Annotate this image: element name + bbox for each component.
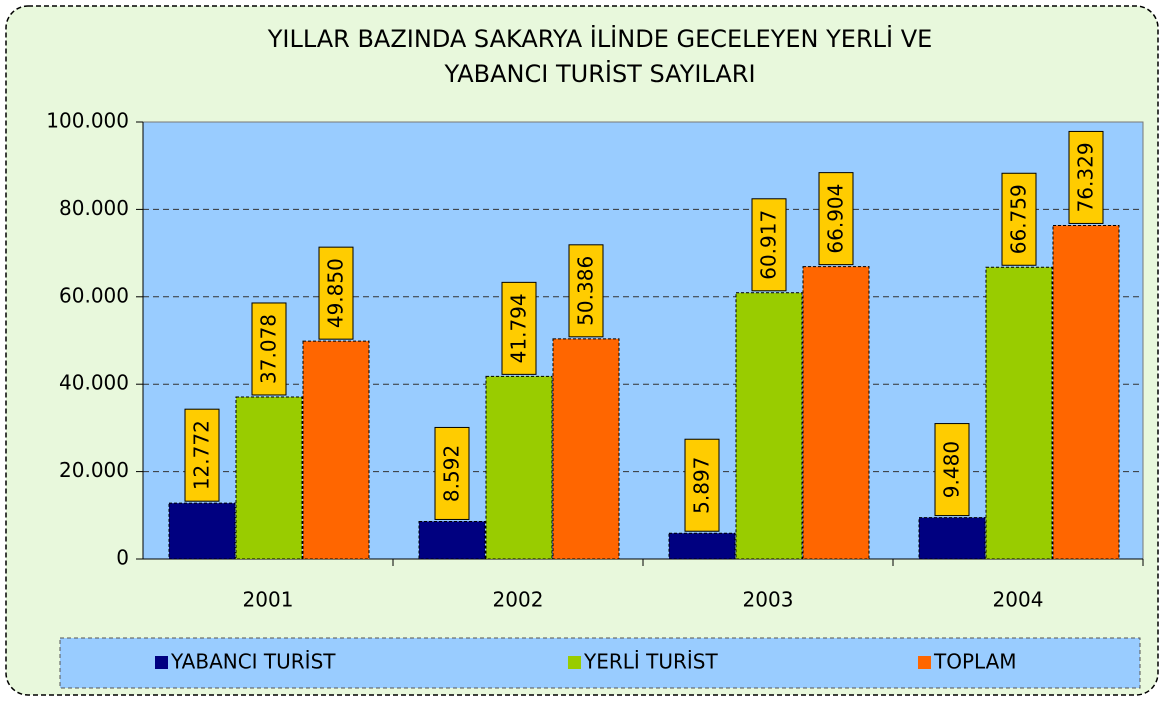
data-label: 49.850 — [324, 258, 348, 328]
y-tick-label: 100.000 — [46, 109, 129, 133]
data-label-box — [1001, 172, 1037, 266]
legend-label: TOPLAM — [933, 650, 1017, 674]
bar — [235, 396, 303, 560]
data-label: 60.917 — [757, 210, 781, 280]
data-label-box — [1068, 130, 1104, 224]
data-label-box — [568, 244, 604, 338]
y-tick-label: 80.000 — [59, 196, 129, 220]
bar — [802, 266, 870, 560]
data-label-box — [684, 438, 720, 532]
data-label-box — [934, 423, 970, 517]
data-label-box — [751, 198, 787, 292]
legend-swatch — [568, 656, 581, 669]
y-tick-label: 60.000 — [59, 283, 129, 307]
data-label-box — [434, 426, 470, 520]
bar — [668, 532, 736, 560]
data-label: 9.480 — [940, 441, 964, 498]
x-tick-label: 2004 — [993, 588, 1044, 612]
bar — [485, 375, 553, 560]
data-label: 8.592 — [440, 445, 464, 502]
bar — [918, 517, 986, 560]
legend-label: YERLİ TURİST — [583, 650, 718, 674]
legend-swatch — [918, 656, 931, 669]
data-label: 66.904 — [824, 184, 848, 254]
x-tick-label: 2001 — [243, 588, 294, 612]
bar — [1052, 224, 1120, 560]
y-tick-label: 40.000 — [59, 371, 129, 395]
data-label-box — [184, 408, 220, 502]
chart-title: YILLAR BAZINDA SAKARYA İLİNDE GECELEYEN … — [267, 24, 933, 53]
chart-title: YABANCI TURİST SAYILARI — [443, 59, 755, 88]
legend — [59, 637, 1141, 689]
data-label: 50.386 — [574, 256, 598, 326]
bar — [552, 338, 620, 560]
data-label-box — [501, 281, 537, 375]
data-label: 76.329 — [1074, 142, 1098, 212]
y-tick-label: 0 — [116, 546, 129, 570]
legend-swatch — [155, 656, 168, 669]
y-tick-label: 20.000 — [59, 458, 129, 482]
data-label: 12.772 — [190, 420, 214, 490]
data-label: 37.078 — [257, 314, 281, 384]
x-tick-label: 2002 — [493, 588, 544, 612]
bar — [302, 340, 370, 560]
bar — [985, 266, 1053, 560]
data-label: 5.897 — [690, 457, 714, 514]
data-label-box — [818, 172, 854, 266]
bar — [168, 502, 236, 560]
bar — [735, 292, 803, 560]
data-label-box — [251, 302, 287, 396]
x-tick-label: 2003 — [743, 588, 794, 612]
legend-label: YABANCI TURİST — [170, 650, 336, 674]
data-label: 41.794 — [507, 293, 531, 363]
bar — [418, 520, 486, 560]
data-label: 66.759 — [1007, 184, 1031, 254]
data-label-box — [318, 246, 354, 340]
